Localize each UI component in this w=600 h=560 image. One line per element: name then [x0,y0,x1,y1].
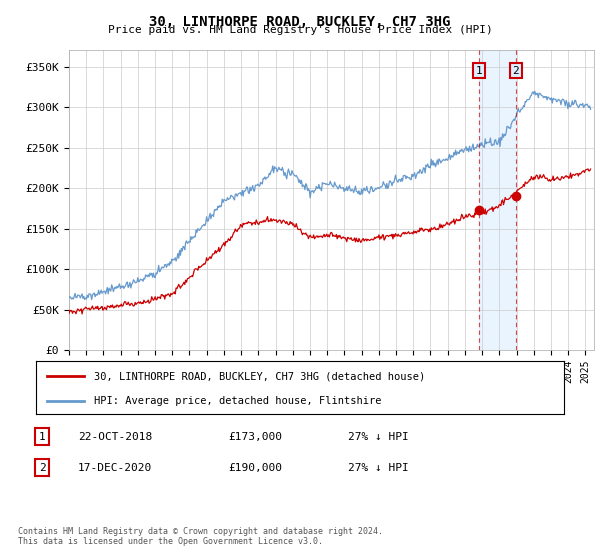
Text: £190,000: £190,000 [228,463,282,473]
Text: 2: 2 [512,66,519,76]
Text: 27% ↓ HPI: 27% ↓ HPI [348,463,409,473]
Text: Contains HM Land Registry data © Crown copyright and database right 2024.
This d: Contains HM Land Registry data © Crown c… [18,526,383,546]
Text: 1: 1 [475,66,482,76]
Text: 17-DEC-2020: 17-DEC-2020 [78,463,152,473]
Text: £173,000: £173,000 [228,432,282,442]
Text: HPI: Average price, detached house, Flintshire: HPI: Average price, detached house, Flin… [94,396,382,406]
Text: 30, LINTHORPE ROAD, BUCKLEY, CH7 3HG (detached house): 30, LINTHORPE ROAD, BUCKLEY, CH7 3HG (de… [94,371,425,381]
Bar [479,50,516,350]
Text: 1: 1 [38,432,46,442]
Text: 22-OCT-2018: 22-OCT-2018 [78,432,152,442]
Text: Price paid vs. HM Land Registry's House Price Index (HPI): Price paid vs. HM Land Registry's House … [107,25,493,35]
Text: 2: 2 [38,463,46,473]
Text: 27% ↓ HPI: 27% ↓ HPI [348,432,409,442]
Text: 30, LINTHORPE ROAD, BUCKLEY, CH7 3HG: 30, LINTHORPE ROAD, BUCKLEY, CH7 3HG [149,15,451,29]
